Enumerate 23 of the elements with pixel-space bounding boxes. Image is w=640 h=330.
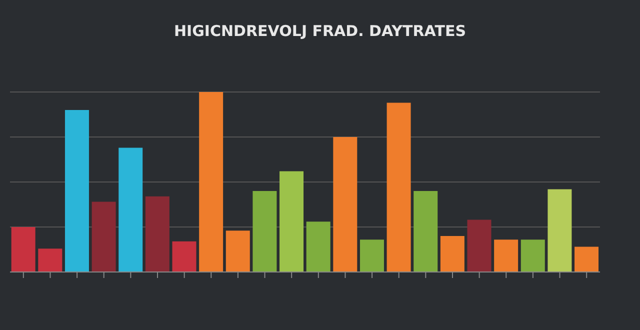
bar: [226, 230, 250, 272]
bar: [574, 246, 599, 272]
bar: [252, 191, 277, 272]
bar: [145, 196, 170, 272]
bar: [467, 220, 492, 272]
bar: [280, 171, 304, 272]
bar: [494, 240, 518, 272]
bar: [64, 110, 89, 272]
bar: [306, 222, 330, 272]
bar: [38, 248, 62, 272]
bar: [360, 240, 384, 272]
bar: [11, 227, 36, 272]
bar: [520, 240, 545, 272]
chart-title: HIGICNDREVOLJ FRAD. DAYTRATES: [172, 21, 468, 42]
bar: [92, 202, 116, 272]
bar: [548, 189, 572, 272]
bar: [440, 236, 464, 272]
bar: [333, 137, 358, 272]
bar: [386, 102, 411, 272]
bar: [172, 241, 196, 272]
bar: [199, 92, 224, 272]
bar: [414, 191, 438, 272]
bar: [118, 148, 143, 272]
